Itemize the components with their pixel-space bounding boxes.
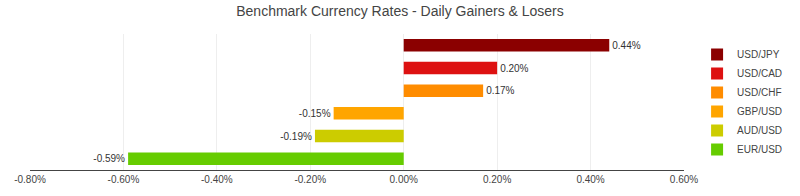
- svg-text:Benchmark Currency Rates - Dai: Benchmark Currency Rates - Daily Gainers…: [236, 3, 564, 19]
- svg-text:-0.15%: -0.15%: [299, 108, 331, 119]
- svg-text:0.60%: 0.60%: [670, 174, 698, 185]
- svg-text:-0.19%: -0.19%: [280, 131, 312, 142]
- svg-text:-0.40%: -0.40%: [201, 174, 233, 185]
- svg-text:0.40%: 0.40%: [576, 174, 604, 185]
- svg-text:-0.60%: -0.60%: [108, 174, 140, 185]
- svg-text:USD/CHF: USD/CHF: [737, 87, 781, 98]
- svg-text:0.17%: 0.17%: [486, 85, 514, 96]
- svg-text:0.00%: 0.00%: [390, 174, 418, 185]
- svg-text:-0.20%: -0.20%: [294, 174, 326, 185]
- svg-text:0.20%: 0.20%: [500, 63, 528, 74]
- svg-text:EUR/USD: EUR/USD: [737, 144, 782, 155]
- svg-text:USD/JPY: USD/JPY: [737, 49, 780, 60]
- svg-text:-0.59%: -0.59%: [93, 153, 125, 164]
- svg-text:AUD/USD: AUD/USD: [737, 125, 782, 136]
- svg-text:-0.80%: -0.80%: [14, 174, 46, 185]
- svg-text:0.44%: 0.44%: [612, 40, 640, 51]
- svg-text:GBP/USD: GBP/USD: [737, 106, 782, 117]
- svg-text:0.20%: 0.20%: [483, 174, 511, 185]
- svg-text:USD/CAD: USD/CAD: [737, 68, 782, 79]
